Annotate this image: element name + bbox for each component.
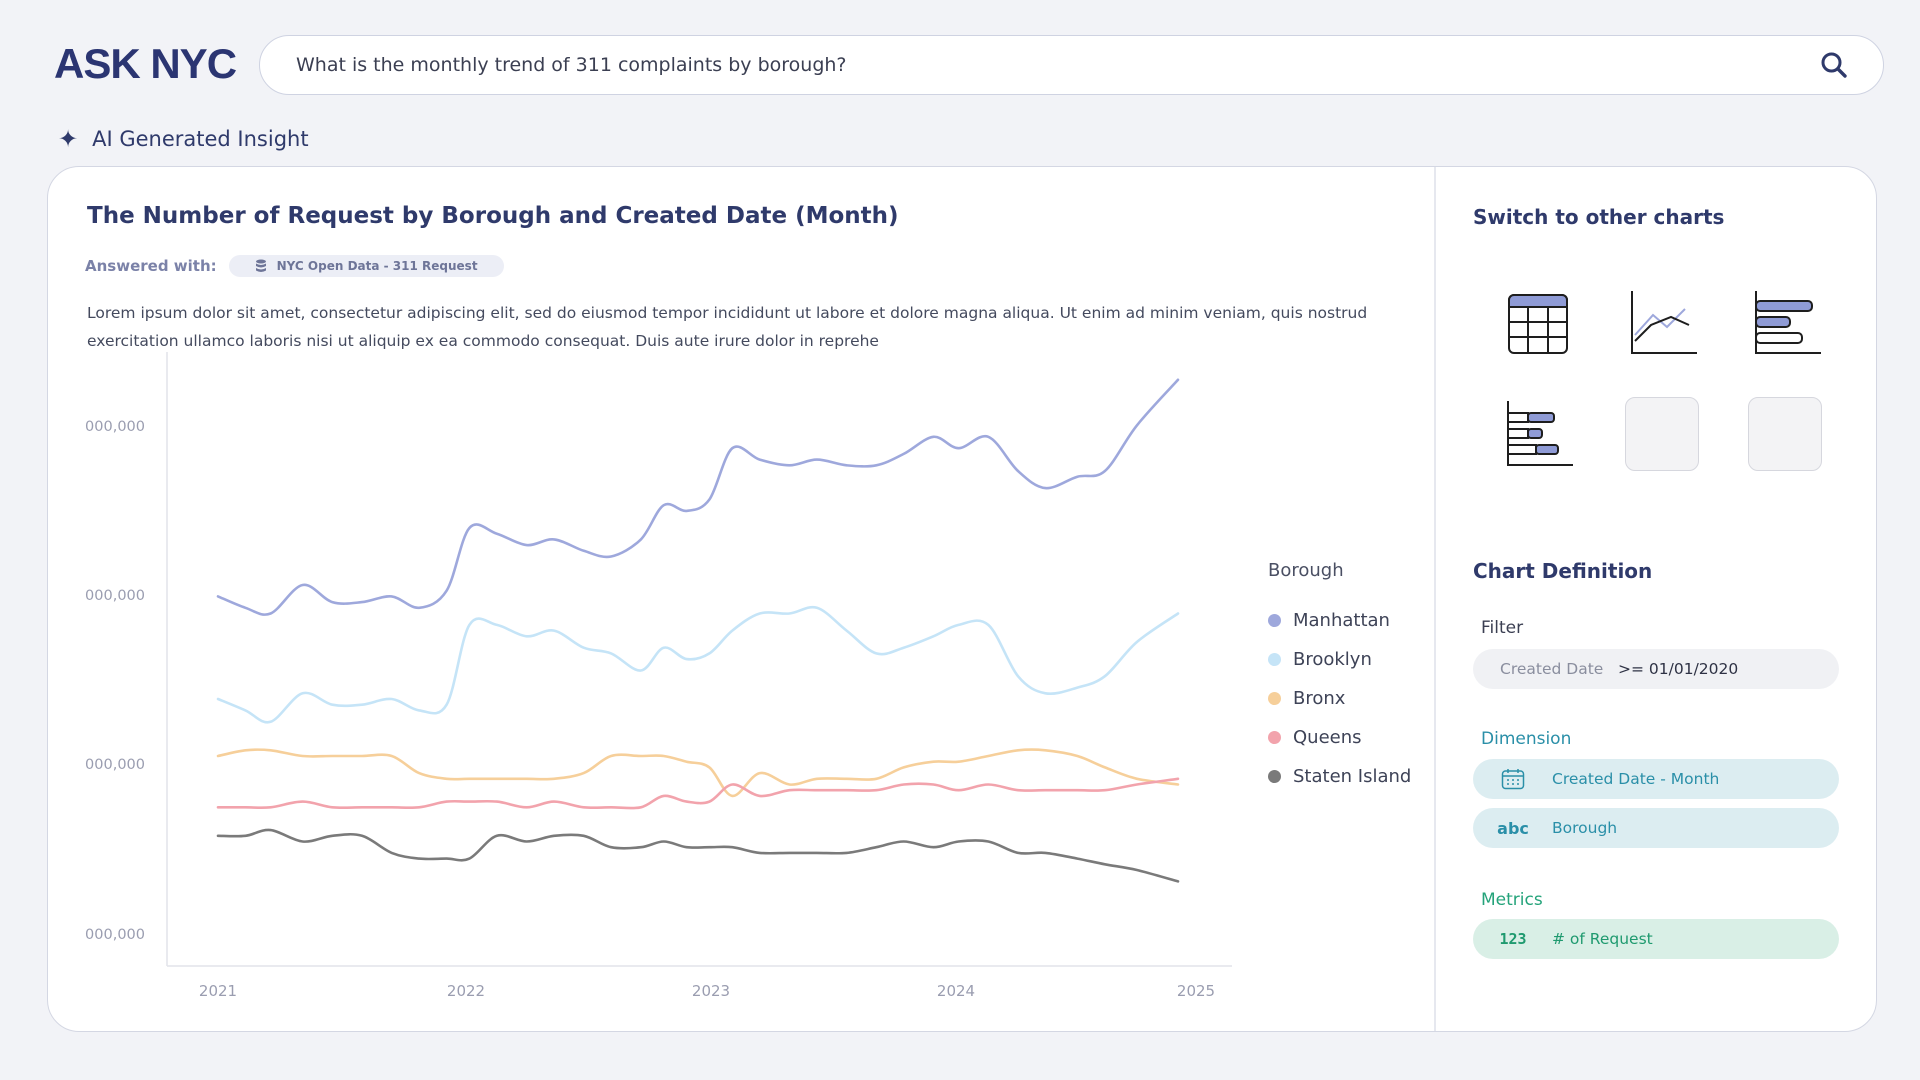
- answered-label: Answered with:: [85, 257, 217, 275]
- series-line-queens: [216, 777, 1180, 810]
- filter-value: >= 01/01/2020: [1618, 660, 1739, 678]
- dimension-label: Dimension: [1481, 729, 1572, 749]
- insight-card: The Number of Request by Borough and Cre…: [47, 166, 1877, 1032]
- data-source-badge[interactable]: NYC Open Data - 311 Request: [228, 255, 504, 277]
- dimension-pill-borough[interactable]: abc Borough: [1473, 808, 1839, 848]
- database-icon: [255, 259, 266, 272]
- search-input[interactable]: What is the monthly trend of 311 complai…: [296, 54, 847, 76]
- empty-chart-option[interactable]: [1748, 397, 1822, 471]
- x-tick-label: 2023: [692, 982, 730, 1000]
- panel-divider: [1434, 167, 1436, 1031]
- series-line-staten-island: [216, 828, 1180, 883]
- x-tick-label: 2024: [937, 982, 975, 1000]
- switch-charts-title: Switch to other charts: [1473, 205, 1725, 229]
- x-tick-label: 2021: [199, 982, 237, 1000]
- chart-title: The Number of Request by Borough and Cre…: [87, 203, 899, 229]
- x-tick-label: 2022: [447, 982, 485, 1000]
- line-chart-option[interactable]: [1625, 287, 1699, 361]
- stacked-bar-option[interactable]: [1501, 397, 1575, 471]
- dimension-label-created-date: Created Date - Month: [1552, 770, 1720, 788]
- chart-definition-title: Chart Definition: [1473, 559, 1653, 583]
- filter-field: Created Date: [1500, 660, 1604, 678]
- legend-item[interactable]: Brooklyn: [1268, 640, 1411, 679]
- line-chart-icon: [1631, 291, 1697, 354]
- legend-label: Queens: [1293, 727, 1362, 748]
- series-line-brooklyn: [216, 605, 1180, 724]
- legend-label: Manhattan: [1293, 610, 1390, 631]
- insight-description: Lorem ipsum dolor sit amet, consectetur …: [87, 304, 1368, 350]
- y-tick-label: 000,000: [85, 927, 145, 943]
- bar-chart-option[interactable]: [1749, 287, 1823, 361]
- y-tick-label: 000,000: [85, 419, 145, 435]
- legend-title: Borough: [1268, 560, 1344, 581]
- legend-swatch: [1268, 614, 1281, 627]
- filter-pill[interactable]: Created Date >= 01/01/2020: [1473, 649, 1839, 689]
- stacked-bar-icon: [1507, 401, 1573, 466]
- metrics-label: Metrics: [1481, 890, 1543, 910]
- x-tick-label: 2025: [1177, 982, 1215, 1000]
- calendar-icon: [1498, 768, 1528, 790]
- legend-swatch: [1268, 692, 1281, 705]
- number-type-icon: 123: [1499, 930, 1527, 948]
- answered-with: Answered with: NYC Open Data - 311 Reque…: [85, 255, 504, 277]
- data-source-label: NYC Open Data - 311 Request: [276, 259, 478, 273]
- legend-label: Staten Island: [1293, 766, 1412, 787]
- empty-chart-option[interactable]: [1625, 397, 1699, 471]
- legend-item[interactable]: Bronx: [1268, 679, 1411, 718]
- line-chart: 000,000 000,000 000,000 000,000 2021 2022 2023…: [85, 352, 1232, 1000]
- legend-item[interactable]: Queens: [1268, 718, 1411, 757]
- legend-label: Bronx: [1293, 688, 1346, 709]
- legend-swatch: [1268, 731, 1281, 744]
- legend-label: Brooklyn: [1293, 649, 1372, 670]
- legend-swatch: [1268, 770, 1281, 783]
- table-icon: [1508, 294, 1568, 354]
- filter-label: Filter: [1481, 618, 1524, 638]
- table-chart-option[interactable]: [1501, 287, 1575, 361]
- legend-swatch: [1268, 653, 1281, 666]
- y-tick-label: 000,000: [85, 757, 145, 773]
- app-logo[interactable]: ASK NYC: [54, 40, 237, 87]
- search-icon[interactable]: [1819, 50, 1849, 80]
- dimension-pill-created-date[interactable]: Created Date - Month: [1473, 759, 1839, 799]
- legend-item[interactable]: Manhattan: [1268, 601, 1411, 640]
- metric-label-request-count: # of Request: [1552, 930, 1653, 948]
- ai-insight-label: AI Generated Insight: [92, 127, 309, 151]
- text-type-icon: abc: [1497, 818, 1529, 838]
- series-line-manhattan: [216, 378, 1180, 616]
- series-line-bronx: [216, 748, 1180, 798]
- dimension-label-borough: Borough: [1552, 819, 1618, 837]
- chart-legend: Borough Manhattan Brooklyn Bronx Queens Stat…: [1268, 560, 1411, 796]
- bar-chart-icon: [1755, 291, 1821, 354]
- y-tick-label: 000,000: [85, 588, 145, 604]
- legend-item[interactable]: Staten Island: [1268, 757, 1411, 796]
- ai-insight-header: ✦ AI Generated Insight: [58, 125, 309, 153]
- metric-pill-request-count[interactable]: 123 # of Request: [1473, 919, 1839, 959]
- sparkle-icon: ✦: [58, 125, 79, 153]
- search-bar[interactable]: What is the monthly trend of 311 complai…: [259, 35, 1884, 95]
